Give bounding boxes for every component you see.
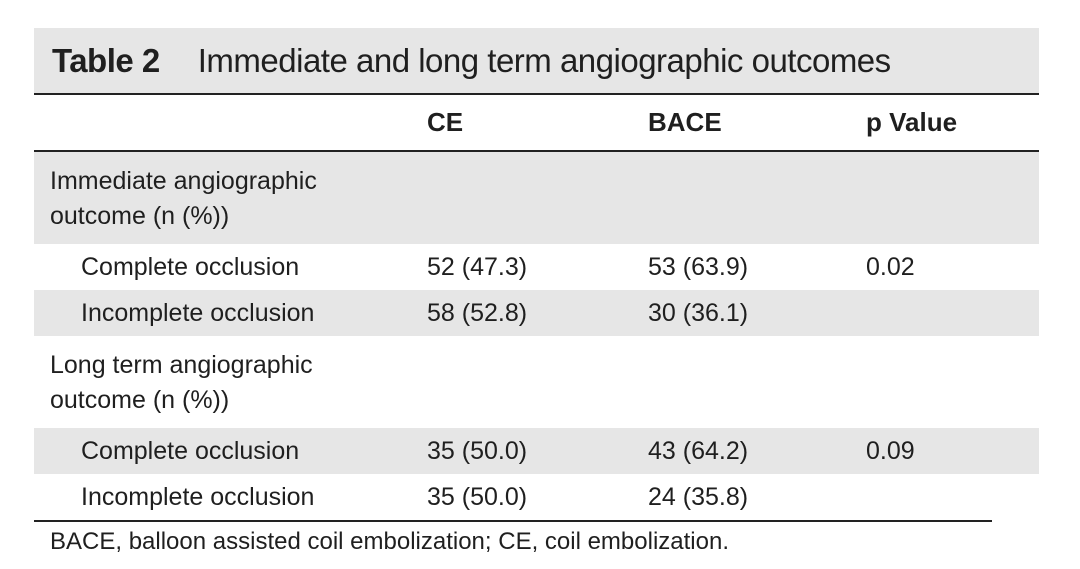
row-label: Incomplete occlusion: [81, 298, 315, 327]
ce-value: 52 (47.3): [427, 252, 528, 281]
ce-value: 58 (52.8): [427, 298, 528, 327]
p-value: 0.02: [866, 252, 915, 281]
row-label: Incomplete occlusion: [81, 482, 315, 511]
table-row: Incomplete occlusion 58 (52.8) 30 (36.1): [34, 290, 1039, 336]
ce-value: 35 (50.0): [427, 436, 528, 465]
bace-value: 24 (35.8): [648, 482, 749, 511]
p-value: 0.09: [866, 436, 915, 465]
table-footnote: BACE, balloon assisted coil embolization…: [50, 528, 729, 555]
table-title: Immediate and long term angiographic out…: [197, 41, 891, 79]
row-label: Complete occlusion: [81, 436, 300, 465]
row-label: Complete occlusion: [81, 252, 300, 281]
group-row-immediate: Immediate angiographic outcome (n (%)): [34, 152, 1039, 244]
group-label-line1: Long term angiographic: [50, 351, 313, 379]
header-ce: CE: [427, 107, 464, 137]
group-label: Immediate angiographic outcome (n (%)): [50, 152, 317, 256]
table-number: Table 2: [52, 41, 160, 79]
bace-value: 43 (64.2): [648, 436, 749, 465]
table-title-bar: Table 2 Immediate and long term angiogra…: [34, 28, 1039, 95]
bace-value: 53 (63.9): [648, 252, 749, 281]
table-bottom-rule: [34, 520, 992, 522]
table-row: Complete occlusion 52 (47.3) 53 (63.9) 0…: [34, 244, 1039, 290]
group-label-line2: outcome (n (%)): [50, 386, 230, 414]
group-label-line2: outcome (n (%)): [50, 202, 230, 230]
table-header-row: CE BACE p Value: [34, 95, 1039, 152]
outcomes-table: Table 2 Immediate and long term angiogra…: [34, 28, 1039, 522]
group-label: Long term angiographic outcome (n (%)): [50, 336, 313, 440]
ce-value: 35 (50.0): [427, 482, 528, 511]
group-label-line1: Immediate angiographic: [50, 167, 317, 195]
table-row: Complete occlusion 35 (50.0) 43 (64.2) 0…: [34, 428, 1039, 474]
bace-value: 30 (36.1): [648, 298, 749, 327]
table-row: Incomplete occlusion 35 (50.0) 24 (35.8): [34, 474, 1039, 520]
header-p-value: p Value: [866, 107, 958, 137]
group-row-long-term: Long term angiographic outcome (n (%)): [34, 336, 1039, 428]
header-bace: BACE: [648, 107, 722, 137]
